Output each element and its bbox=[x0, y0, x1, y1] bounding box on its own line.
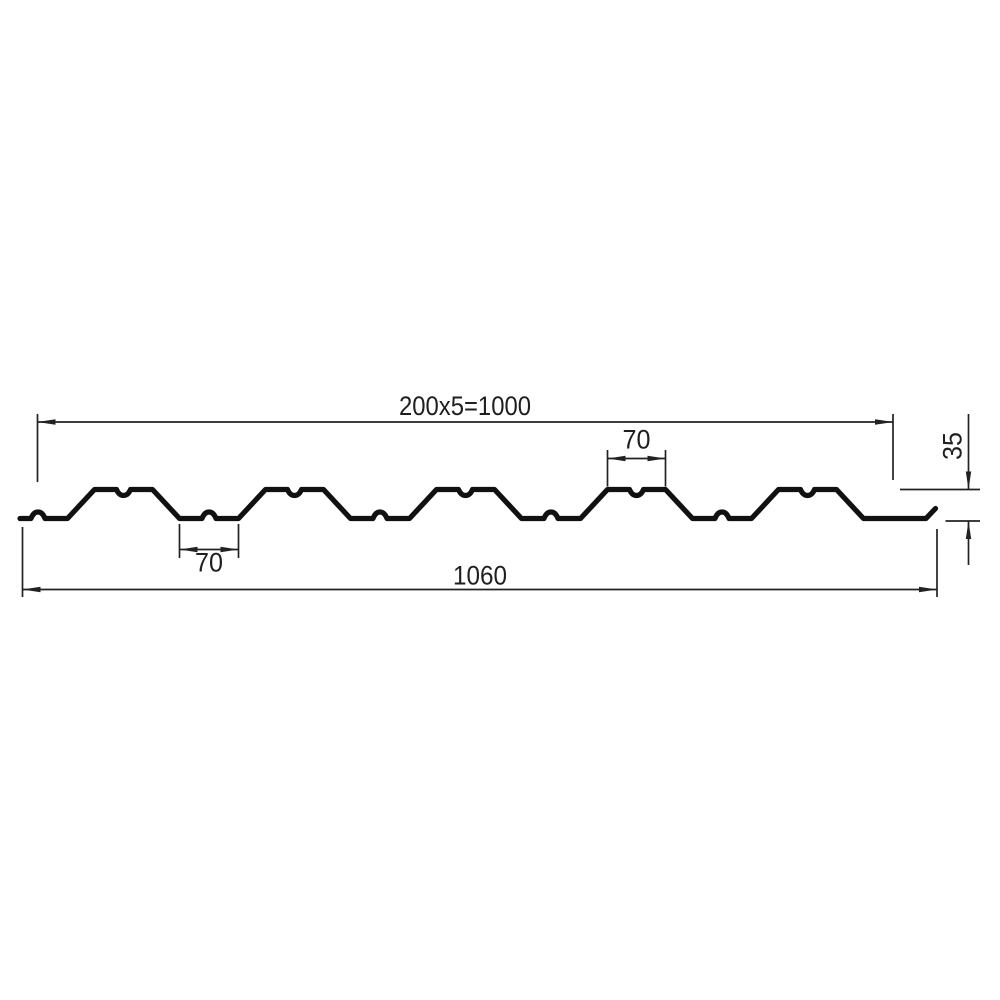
arrowhead-left-icon bbox=[22, 586, 41, 593]
arrowhead-left-icon bbox=[179, 546, 198, 553]
arrowhead-right-icon bbox=[647, 455, 666, 462]
arrowhead-right-icon bbox=[220, 546, 239, 553]
arrowhead-right-icon bbox=[875, 419, 893, 425]
sheet-profile bbox=[17, 486, 939, 522]
dimension-valley-width: 70 bbox=[178, 524, 240, 578]
arrowhead-right-icon bbox=[919, 586, 937, 593]
valley-width-label: 70 bbox=[195, 548, 223, 578]
overall-width-label: 1060 bbox=[453, 561, 507, 591]
arrowhead-left-icon bbox=[607, 455, 626, 462]
dimension-cover-width: 200x5=1000 bbox=[36, 391, 894, 482]
cover-width-label: 200x5=1000 bbox=[399, 391, 531, 421]
profile-outline bbox=[17, 486, 939, 522]
dimension-overall-width: 1060 bbox=[21, 527, 938, 597]
dimension-profile-height: 35 bbox=[900, 414, 980, 565]
profile-height-label: 35 bbox=[938, 432, 968, 460]
arrowhead-left-icon bbox=[37, 419, 56, 425]
dimension-crest-width: 70 bbox=[606, 425, 667, 487]
arrowhead-up-icon bbox=[965, 521, 972, 539]
arrowhead-down-icon bbox=[965, 471, 972, 490]
crest-width-label: 70 bbox=[623, 425, 651, 455]
